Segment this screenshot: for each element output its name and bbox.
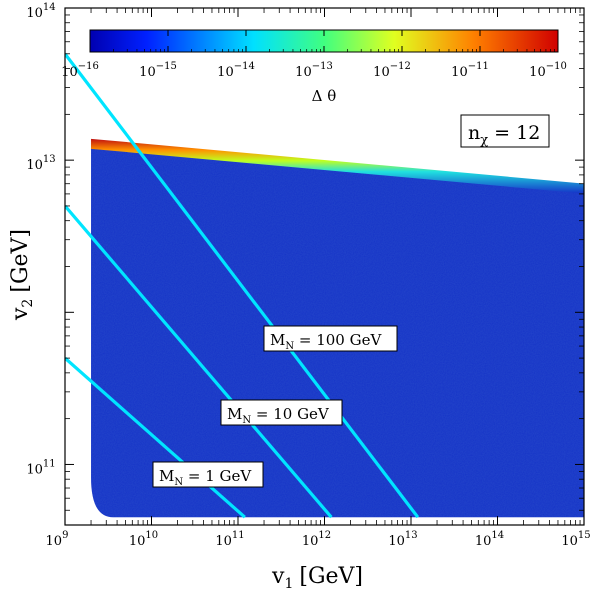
mn1-annotation: MN = 1 GeV [152, 461, 264, 488]
colorbar-label: Δ θ [312, 87, 337, 105]
colorbar-tick-label-5: 10−11 [451, 61, 489, 80]
x-tick-label-5: 1014 [475, 530, 504, 549]
mn10-rest: = 10 GeV [251, 405, 330, 423]
nchi-main: n [468, 122, 480, 144]
nchi-annotation: nχ = 12 [460, 114, 550, 148]
y-tick-label-0: 1011 [26, 458, 55, 477]
svg-text:nχ = 12: nχ = 12 [468, 122, 540, 148]
colorbar: 10−16 10−15 10−14 10−13 10−12 10−11 10−10 Δ θ [61, 29, 567, 105]
mn10-sub: N [242, 415, 251, 426]
svg-text:MN = 10 GeV: MN = 10 GeV [227, 405, 330, 426]
x-tick-label-6: 1015 [561, 530, 590, 549]
svg-text:MN = 1 GeV: MN = 1 GeV [159, 467, 252, 488]
mn10-annotation: MN = 10 GeV [220, 399, 343, 426]
x-tick-label-0: 109 [46, 530, 69, 549]
colorbar-tick-label-2: 10−14 [217, 61, 255, 80]
mn1-main: M [159, 467, 174, 485]
nchi-rest: = 12 [488, 122, 540, 144]
colorbar-tick-label-3: 10−13 [295, 61, 333, 80]
axis-ticks: 109 1010 1011 1012 1013 1014 1015 1011 1013 1014 [26, 2, 590, 549]
scatter-region-edge [91, 138, 584, 194]
x-tick-label-4: 1013 [388, 530, 417, 549]
x-tick-label-1: 1010 [129, 530, 158, 549]
mn10-main: M [227, 405, 242, 423]
mn100-sub: N [285, 341, 294, 352]
mn1-rest: = 1 GeV [183, 467, 252, 485]
x-axis-title: v1 [GeV] [271, 564, 363, 590]
y-tick-label-2: 1014 [26, 2, 55, 21]
colorbar-tick-label-6: 10−10 [529, 61, 567, 80]
mass-line-2 [65, 52, 420, 519]
colorbar-tick-label-4: 10−12 [373, 61, 411, 80]
y-tick-label-1: 1013 [26, 154, 55, 173]
svg-text:MN = 100 GeV: MN = 100 GeV [270, 331, 382, 352]
x-tick-label-2: 1011 [215, 530, 244, 549]
x-tick-label-3: 1012 [302, 530, 331, 549]
mn100-rest: = 100 GeV [294, 331, 382, 349]
mass-line-1 [65, 204, 333, 519]
mn100-main: M [270, 331, 285, 349]
mn100-annotation: MN = 100 GeV [263, 325, 398, 352]
colorbar-tick-label-0: 10−16 [61, 61, 99, 80]
mn1-sub: N [174, 477, 183, 488]
y-axis-title: v2[GeV] [8, 229, 36, 321]
mass-line-0 [65, 356, 246, 519]
colorbar-tick-label-1: 10−15 [139, 61, 177, 80]
nchi-sub: χ [480, 133, 488, 148]
mass-lines [65, 52, 420, 519]
